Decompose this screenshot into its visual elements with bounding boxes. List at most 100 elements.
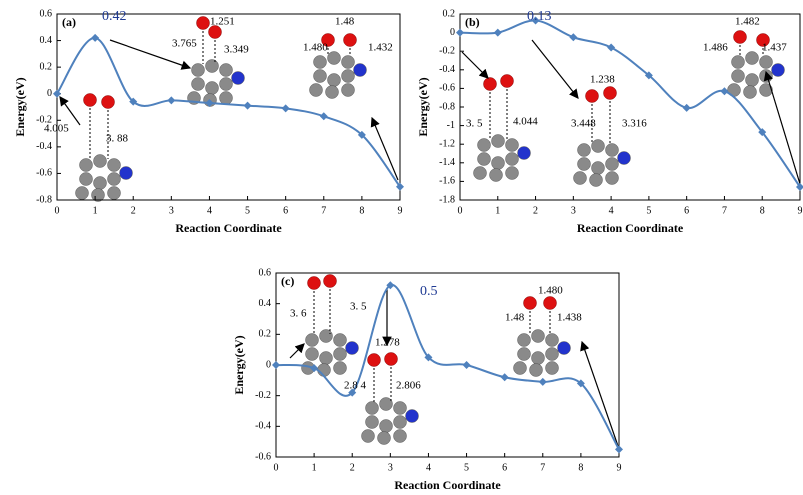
y-axis-label: Energy(eV): [13, 77, 27, 136]
oxygen: [102, 96, 115, 109]
atom: [220, 64, 233, 77]
peak-energy-label: 0.42: [102, 9, 127, 24]
distance-label: 3. 5: [466, 118, 483, 130]
data-point: [494, 29, 502, 37]
atom: [362, 430, 375, 443]
distance-label: 1.238: [590, 74, 615, 86]
distance-label: 3.448: [571, 118, 596, 130]
x-tick-label: 5: [245, 205, 250, 216]
x-tick-label: 9: [617, 462, 622, 473]
atom: [518, 334, 531, 347]
distance-label: 3. 88: [106, 133, 129, 145]
x-tick-label: 6: [684, 205, 689, 216]
atom: [94, 155, 107, 168]
x-tick-label: 7: [540, 462, 545, 473]
y-tick-label: -0.2: [439, 45, 455, 56]
oxygen: [604, 87, 617, 100]
oxygen: [84, 94, 97, 107]
atom: [354, 64, 367, 77]
atom: [380, 420, 393, 433]
data-point: [501, 373, 509, 381]
atom: [746, 52, 759, 65]
data-point: [463, 361, 471, 369]
oxygen: [544, 297, 557, 310]
atom: [192, 78, 205, 91]
x-tick-label: 4: [207, 205, 212, 216]
x-tick-label: 1: [93, 205, 98, 216]
panel-label: (a): [62, 15, 76, 29]
x-tick-label: 5: [464, 462, 469, 473]
distance-label: 3.349: [224, 44, 249, 56]
atom: [518, 348, 531, 361]
x-tick-label: 2: [533, 205, 538, 216]
y-tick-label: -0.2: [255, 390, 271, 401]
atom: [578, 144, 591, 157]
atom: [314, 56, 327, 69]
x-axis-label: Reaction Coordinate: [175, 221, 282, 235]
y-tick-label: -0.4: [36, 141, 52, 152]
atom: [206, 82, 219, 95]
x-tick-label: 9: [798, 205, 803, 216]
y-tick-label: -1.4: [439, 157, 455, 168]
oxygen: [368, 354, 381, 367]
distance-label: 1.480: [303, 42, 328, 54]
x-tick-label: 0: [274, 462, 279, 473]
atom: [310, 84, 323, 97]
atom: [328, 74, 341, 87]
atom: [342, 70, 355, 83]
distance-label: 3.765: [172, 38, 197, 50]
data-point: [539, 378, 547, 386]
oxygen: [484, 78, 497, 91]
atom: [108, 173, 121, 186]
atom: [326, 86, 339, 99]
data-point: [53, 90, 61, 98]
data-point: [569, 33, 577, 41]
x-tick-label: 2: [350, 462, 355, 473]
distance-label: 1.486: [703, 42, 728, 54]
y-tick-label: -0.8: [36, 194, 52, 205]
x-tick-label: 4: [609, 205, 614, 216]
distance-label: 4.005: [44, 123, 69, 135]
atom: [746, 74, 759, 87]
atom: [394, 430, 407, 443]
oxygen: [524, 297, 537, 310]
atom: [76, 187, 89, 200]
atom: [492, 157, 505, 170]
data-point: [456, 29, 464, 37]
atom: [342, 56, 355, 69]
atom: [506, 139, 519, 152]
atom: [192, 64, 205, 77]
atom: [318, 364, 331, 377]
x-tick-label: 7: [321, 205, 326, 216]
atom: [518, 147, 531, 160]
figure: -0.8-0.6-0.4-0.200.20.40.60123456789Reac…: [0, 0, 803, 495]
oxygen: [586, 90, 599, 103]
molecule: [362, 353, 419, 445]
data-point: [720, 87, 728, 95]
atom: [108, 187, 121, 200]
atom: [334, 362, 347, 375]
atom: [366, 416, 379, 429]
x-tick-label: 8: [578, 462, 583, 473]
x-tick-label: 1: [312, 462, 317, 473]
atom: [406, 410, 419, 423]
distance-label: 1.251: [210, 16, 235, 28]
y-tick-label: 0.2: [259, 329, 272, 340]
data-point: [615, 445, 623, 453]
atom: [346, 342, 359, 355]
y-tick-label: 0.6: [40, 8, 53, 19]
distance-label: 1.48: [335, 16, 355, 28]
data-point: [244, 102, 252, 110]
atom: [546, 334, 559, 347]
y-tick-label: -0.6: [255, 451, 271, 462]
x-tick-label: 7: [722, 205, 727, 216]
distance-label: 4.044: [513, 116, 538, 128]
data-point: [91, 34, 99, 42]
x-tick-label: 5: [646, 205, 651, 216]
atom: [478, 139, 491, 152]
x-tick-label: 6: [502, 462, 507, 473]
atom: [772, 64, 785, 77]
atom: [378, 432, 391, 445]
atom: [320, 352, 333, 365]
oxygen: [308, 277, 321, 290]
